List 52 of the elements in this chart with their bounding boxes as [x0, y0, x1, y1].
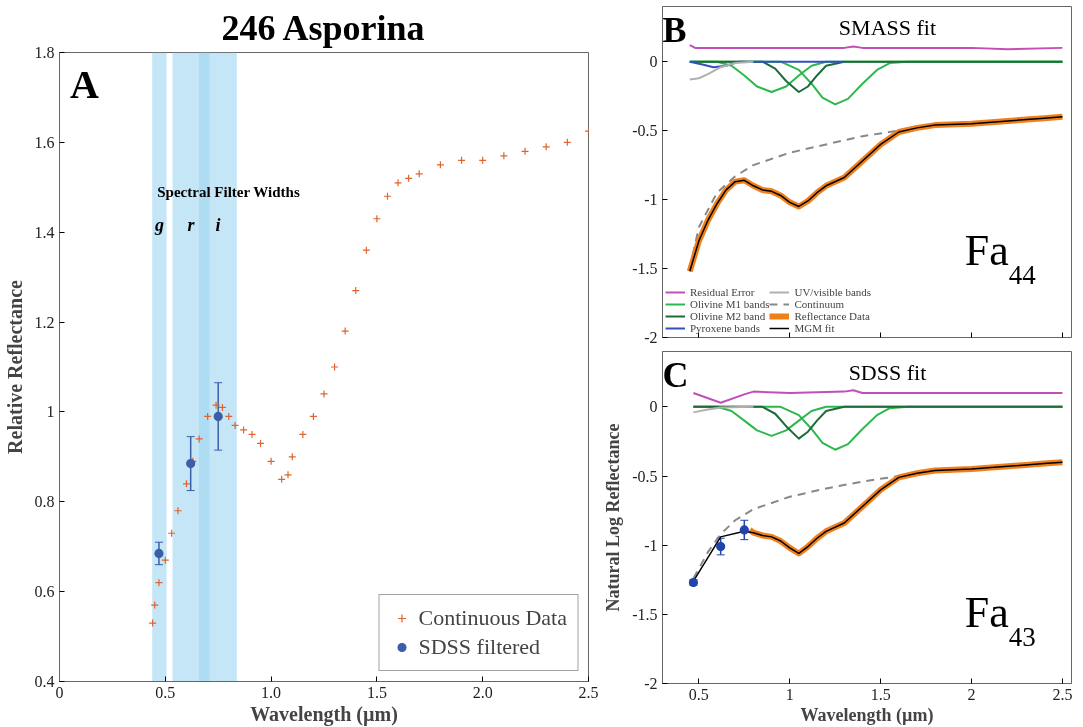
x-tick-label: 0.5: [688, 685, 709, 703]
legend-label: Reflectance Data: [794, 310, 870, 322]
y-axis-title: Relative Reflectance: [3, 279, 26, 454]
annotation: A: [70, 61, 100, 107]
y-tick-label: 0: [649, 53, 658, 71]
legend-label: SDSS filtered: [418, 634, 541, 660]
band-label: g: [153, 214, 164, 235]
x-axis-title: Wavelength (µm): [800, 704, 934, 726]
y-tick-label: -1: [644, 191, 658, 209]
y-tick-label: 0.6: [34, 583, 55, 601]
legend-label: Olivine M2 band: [690, 310, 766, 322]
legend-label: MGM fit: [794, 322, 835, 334]
band-label: r: [187, 214, 196, 235]
y-tick-label: -0.5: [632, 467, 658, 485]
y-tick-label: 0.8: [34, 493, 55, 511]
legend-label: Residual Error: [690, 286, 755, 298]
x-tick-label: 1.0: [261, 683, 282, 701]
y-tick-label: 1: [46, 403, 55, 421]
x-axis-title: Wavelength (µm): [250, 702, 398, 726]
annotation: SMASS fit: [838, 14, 937, 40]
annotation: SDSS fit: [848, 359, 927, 385]
y-axis-title: Natural Log Reflectance: [603, 423, 624, 612]
x-tick-label: 1.5: [870, 685, 891, 703]
y-tick-label: 1.6: [34, 133, 55, 151]
y-tick-label: 1.2: [34, 313, 55, 331]
x-tick-label: 2.0: [472, 683, 493, 701]
x-tick-label: 2.5: [1052, 685, 1073, 703]
band-label: i: [215, 214, 221, 235]
y-tick-label: -1: [644, 536, 658, 554]
x-tick-label: 1: [785, 685, 794, 703]
legend-label: Continuum: [794, 298, 844, 310]
x-tick-label: 0.5: [155, 683, 176, 701]
y-tick-label: -0.5: [632, 122, 658, 140]
y-tick-label: 1.4: [34, 223, 55, 241]
y-tick-label: 0.4: [34, 673, 55, 690]
legend-label: UV/visible bands: [794, 286, 872, 298]
x-tick-label: 2: [967, 685, 976, 703]
annotation: Spectral Filter Widths: [157, 184, 300, 201]
legend-label: Continuous Data: [418, 605, 567, 631]
y-tick-label: -2: [644, 675, 658, 692]
y-tick-label: -1.5: [632, 605, 658, 623]
y-tick-label: 1.8: [34, 44, 55, 61]
y-tick-label: -2: [644, 329, 658, 346]
x-tick-label: 2.5: [578, 683, 599, 701]
annotation: C: [662, 354, 689, 395]
y-tick-label: 0: [649, 398, 658, 416]
legend-label: Pyroxene bands: [690, 322, 760, 334]
x-tick-label: 1.5: [366, 683, 387, 701]
annotation: B: [662, 9, 687, 50]
legend-label: Olivine M1 bands: [690, 298, 770, 310]
chart-title: 246 Asporina: [221, 7, 425, 48]
y-tick-label: -1.5: [632, 260, 658, 278]
